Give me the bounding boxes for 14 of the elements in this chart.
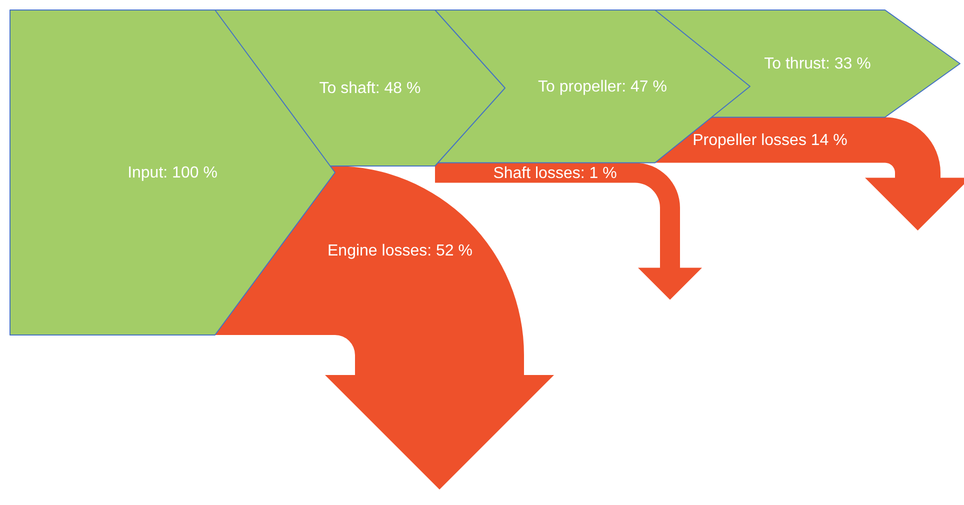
data-label: : 52 %: [427, 242, 472, 259]
category-label: Engine losses: [328, 242, 428, 259]
data-label: : 33 %: [826, 55, 871, 72]
data-label: : 48 %: [375, 80, 421, 96]
data-label: : 100 %: [163, 164, 218, 181]
category-label: To shaft: [319, 80, 376, 96]
data-label: 14 %: [806, 132, 848, 148]
category-label: Input: [128, 164, 164, 181]
data-label: : 47 %: [622, 78, 667, 95]
data-label: : 1 %: [580, 164, 617, 182]
category-label: Shaft losses: [493, 164, 580, 182]
category-label: Propeller losses: [692, 132, 806, 148]
category-label: To propeller: [538, 78, 622, 95]
category-label: To thrust: [764, 55, 826, 72]
